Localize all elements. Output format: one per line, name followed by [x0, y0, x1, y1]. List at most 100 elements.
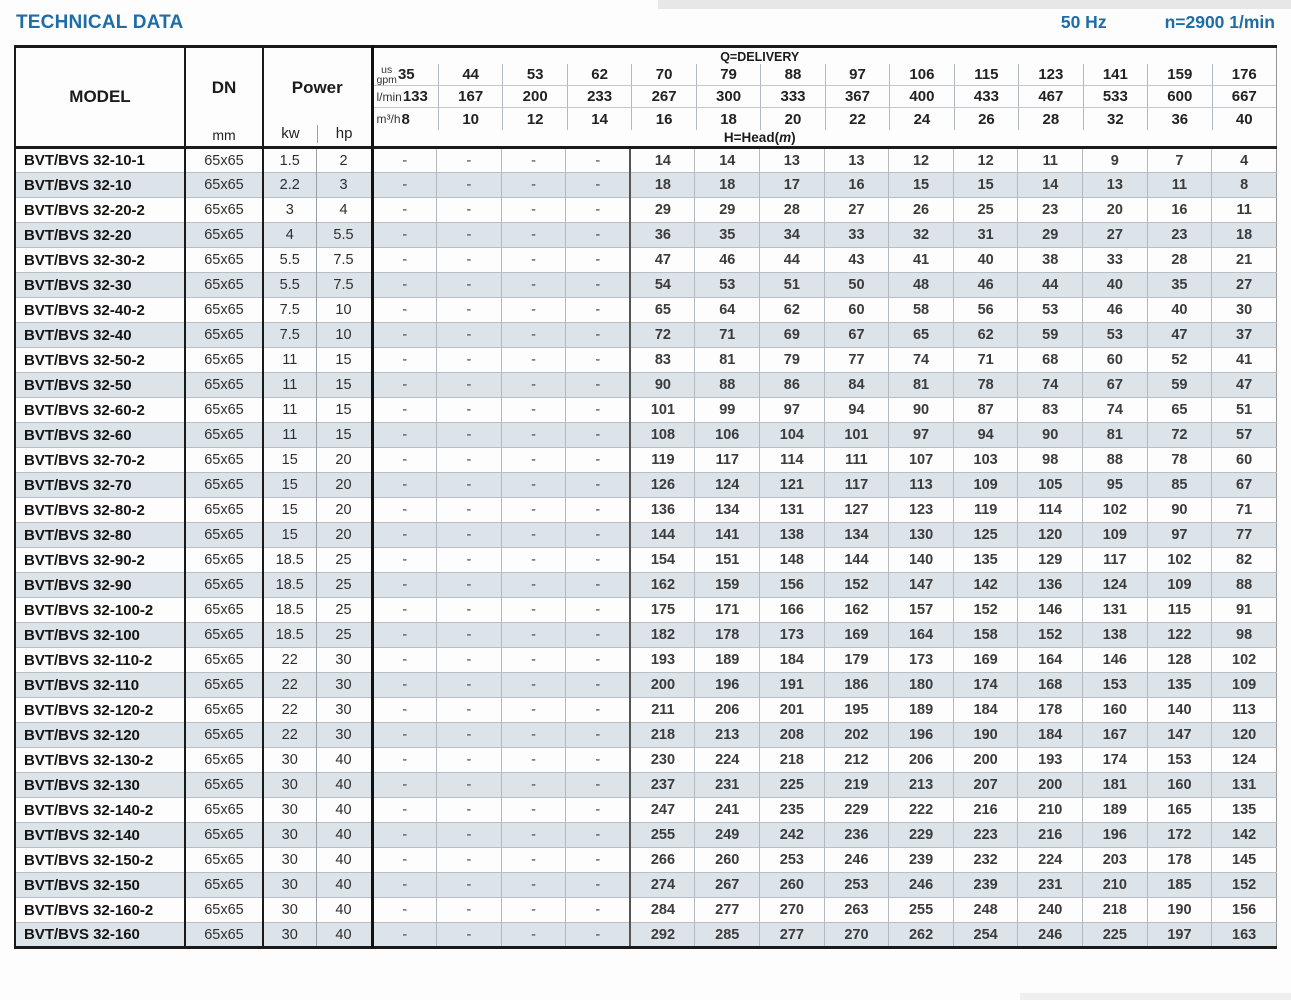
delivery-title: Q=DELIVERY: [720, 50, 800, 64]
q-header-value: 53: [526, 66, 544, 83]
head-cell: 26: [888, 197, 954, 223]
q-header-value: 167: [458, 88, 484, 105]
head-cell: -: [501, 222, 567, 248]
head-cell: 138: [1082, 622, 1148, 648]
hp-cell: 25: [316, 622, 374, 648]
kw-cell: 30: [263, 847, 317, 873]
head-cell: 134: [824, 522, 890, 548]
hp-cell: 7.5: [316, 247, 374, 273]
head-cell: -: [565, 797, 632, 823]
head-cell: 213: [694, 722, 761, 748]
head-cell: 60: [824, 297, 890, 323]
q-header-value: 367: [844, 88, 870, 105]
head-cell: 145: [1232, 852, 1257, 868]
table-row: BVT/BVS 32-10 65x65 2.2 3- - - -18 18 17 16 15 15 14…: [15, 172, 1277, 198]
head-cell: 174: [953, 672, 1019, 698]
head-cell: -: [501, 372, 567, 398]
table-row: BVT/BVS 32-50 65x65 11 15- - - -90 88 86 84 81 78 74…: [15, 372, 1277, 398]
hp-cell: 3: [316, 172, 374, 198]
head-cell: 200: [630, 672, 696, 698]
head-cell: -: [436, 222, 502, 248]
head-cell: 218: [1082, 897, 1148, 923]
head-cell: 241: [694, 797, 761, 823]
head-cell: 13: [1082, 172, 1148, 198]
hp-cell: 30: [316, 697, 374, 723]
dn-cell: 65x65: [185, 672, 264, 698]
head-cell: -: [372, 747, 438, 773]
head-cell: 81: [1082, 422, 1148, 448]
head-cell: 69: [759, 322, 825, 348]
q-header-cell: 20: [760, 108, 824, 130]
head-cell: 74: [888, 347, 954, 373]
dn-cell: 65x65: [185, 847, 264, 873]
model-cell: BVT/BVS 32-150-2: [15, 847, 186, 873]
head-cell: 82: [1236, 552, 1253, 568]
head-cell: 169: [953, 647, 1019, 673]
table-header: MODEL DN mm Power kw hp Q=DELIVERY us gpm…: [15, 46, 1277, 149]
table-body: BVT/BVS 32-10-1 65x65 1.5 2- - - -14 14 13 13 12 12…: [15, 147, 1277, 948]
head-cell: 193: [630, 647, 696, 673]
head-cell: 91: [1236, 602, 1253, 618]
head-cell: 122: [1147, 622, 1213, 648]
head-cell: 120: [1232, 727, 1257, 743]
head-cell: 168: [1017, 672, 1084, 698]
head-cell: -: [565, 472, 632, 498]
head-cell: 88: [694, 372, 761, 398]
head-cell: -: [501, 472, 567, 498]
q-header-value: 88: [784, 66, 802, 83]
head-cell: 15: [953, 172, 1019, 198]
head-cell: -: [565, 772, 632, 798]
head-cell: 135: [1232, 802, 1257, 818]
head-cell: 225: [759, 772, 825, 798]
head-cell: -: [565, 697, 632, 723]
head-cell: 229: [888, 822, 954, 848]
head-cell: -: [372, 147, 438, 173]
dn-cell: 65x65: [185, 722, 264, 748]
head-cell: 184: [953, 697, 1019, 723]
q-header-cell: 300: [695, 86, 761, 108]
head-cell: 56: [953, 297, 1019, 323]
model-column-header: MODEL: [15, 46, 186, 149]
head-cell: 197: [1147, 922, 1213, 948]
hp-cell: 40: [316, 747, 374, 773]
head-cell: -: [565, 522, 632, 548]
head-cell: 152: [1017, 622, 1084, 648]
head-cell: -: [501, 847, 567, 873]
head-cell: -: [436, 497, 502, 523]
head-cell: -: [436, 672, 502, 698]
head-cell: -: [372, 447, 438, 473]
hp-cell: 30: [316, 722, 374, 748]
head-cell: -: [565, 497, 632, 523]
head-cell: -: [372, 547, 438, 573]
head-cell: 255: [888, 897, 954, 923]
head-cell: 255: [630, 822, 696, 848]
head-cell: -: [501, 347, 567, 373]
model-cell: BVT/BVS 32-120-2: [15, 697, 186, 723]
head-cell: 140: [1147, 697, 1213, 723]
head-cell: -: [436, 597, 502, 623]
hp-cell: 15: [316, 347, 374, 373]
head-cell: 62: [759, 297, 825, 323]
head-cell: 127: [824, 497, 890, 523]
head-cell: 173: [759, 622, 825, 648]
q-header-value: 267: [651, 88, 677, 105]
head-cell: 169: [824, 622, 890, 648]
kw-cell: 18.5: [263, 547, 317, 573]
scan-artifact-strip-bottom: [1020, 993, 1291, 1000]
q-header-cell: 88: [760, 64, 825, 86]
model-cell: BVT/BVS 32-160: [15, 922, 186, 948]
table-row: BVT/BVS 32-140-2 65x65 30 40- - - -247 241 235 22…: [15, 797, 1277, 823]
frequency-label: 50 Hz: [1060, 12, 1107, 32]
dn-unit-label: mm: [212, 127, 236, 143]
head-cell: 206: [888, 747, 954, 773]
hp-unit-label: hp: [335, 125, 353, 142]
head-cell: 57: [1236, 427, 1253, 443]
head-cell: 67: [1082, 372, 1148, 398]
hp-cell: 2: [316, 147, 374, 173]
head-cell: 67: [1236, 477, 1253, 493]
head-cell: -: [565, 672, 632, 698]
hp-cell: 15: [316, 422, 374, 448]
q-header-cell: 22: [824, 108, 889, 130]
head-cell: 213: [888, 772, 954, 798]
head-cell: 101: [824, 422, 890, 448]
